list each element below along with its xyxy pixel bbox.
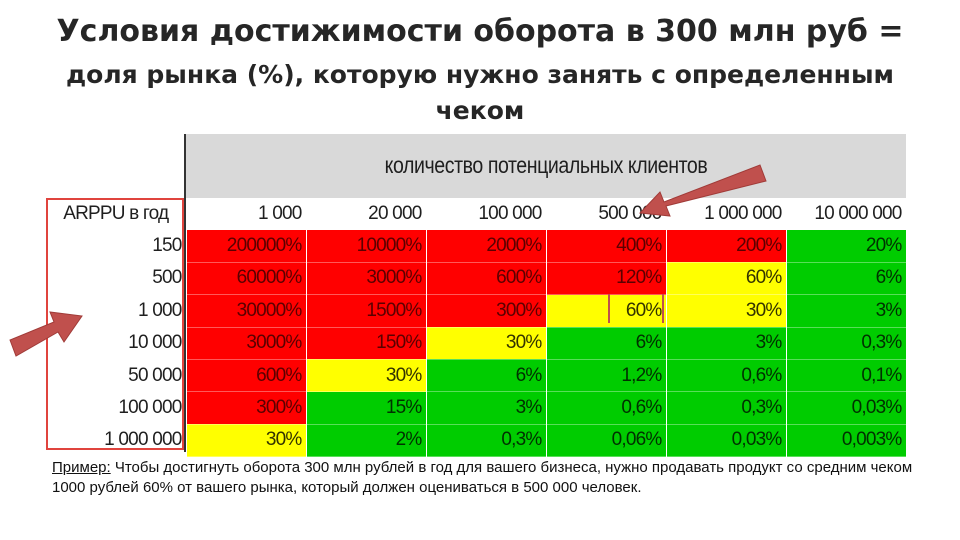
table-row: 50 000 600% 30% 6% 1,2% 0,6% 0,1% (46, 359, 907, 393)
column-header: 1 000 000 (666, 198, 787, 231)
share-cell: 600% (186, 359, 307, 393)
table-group-header: количество потенциальных клиентов (384, 152, 708, 178)
page-title-line3: чеком (435, 96, 525, 125)
share-cell: 0,06% (546, 424, 667, 458)
share-cell: 60000% (186, 262, 307, 296)
page-title-line2: доля рынка (%), которую нужно занять с о… (65, 60, 894, 89)
example-note-text: Чтобы достигнуть оборота 300 млн рублей … (52, 459, 913, 496)
share-cell: 300% (426, 294, 547, 328)
table-divider (184, 134, 186, 452)
share-cell: 0,003% (786, 424, 907, 458)
example-note: Пример: Чтобы достигнуть оборота 300 млн… (52, 458, 932, 498)
share-cell: 0,6% (546, 391, 667, 425)
share-cell: 1,2% (546, 359, 667, 393)
share-cell: 6% (426, 359, 547, 393)
share-cell: 30000% (186, 294, 307, 328)
column-header: 1 000 (186, 198, 307, 231)
share-cell: 200% (666, 229, 787, 263)
share-cell: 2% (306, 424, 427, 458)
table-row: 1 000 000 30% 2% 0,3% 0,06% 0,03% 0,003% (46, 424, 907, 458)
table-group-header-band (186, 134, 906, 198)
row-label: 1 000 000 (46, 424, 187, 458)
example-note-lead: Пример: (52, 459, 111, 476)
table-row: 10 000 3000% 150% 30% 6% 3% 0,3% (46, 327, 907, 360)
share-cell: 0,3% (786, 327, 907, 360)
table-row: 100 000 300% 15% 3% 0,6% 0,3% 0,03% (46, 391, 907, 425)
share-cell: 300% (186, 391, 307, 425)
share-cell: 1500% (306, 294, 427, 328)
row-label: 100 000 (46, 391, 187, 425)
share-cell: 3% (786, 294, 907, 328)
row-label: 500 (46, 262, 187, 296)
table-row: 500 60000% 3000% 600% 120% 60% 6% (46, 262, 907, 296)
market-share-table: ARPPU в год 1 000 20 000 100 000 500 000 1 00… (46, 198, 907, 458)
column-header: 100 000 (426, 198, 547, 231)
share-cell: 30% (426, 327, 547, 360)
page-title-line1: Условия достижимости оборота в 300 млн р… (56, 14, 904, 49)
share-cell: 0,03% (666, 424, 787, 458)
highlighted-cell-bracket (608, 294, 664, 323)
row-label: 1 000 (46, 294, 187, 328)
share-cell: 200000% (186, 229, 307, 263)
share-cell: 0,03% (786, 391, 907, 425)
share-cell: 3000% (186, 327, 307, 360)
column-header: 10 000 000 (786, 198, 907, 231)
table-header-row: ARPPU в год 1 000 20 000 100 000 500 000 1 00… (46, 198, 907, 231)
share-cell: 0,1% (786, 359, 907, 393)
share-cell: 6% (546, 327, 667, 360)
share-cell: 10000% (306, 229, 427, 263)
share-cell: 15% (306, 391, 427, 425)
column-header: 500 000 (546, 198, 667, 231)
table-row: 150 200000% 10000% 2000% 400% 200% 20% (46, 229, 907, 263)
share-cell: 400% (546, 229, 667, 263)
corner-label: ARPPU в год (46, 198, 187, 231)
row-label: 150 (46, 229, 187, 263)
share-cell: 30% (666, 294, 787, 328)
share-cell: 3% (666, 327, 787, 360)
share-cell: 2000% (426, 229, 547, 263)
share-cell: 60% (546, 294, 667, 328)
share-cell: 20% (786, 229, 907, 263)
share-cell: 3000% (306, 262, 427, 296)
share-cell: 3% (426, 391, 547, 425)
share-cell: 0,3% (426, 424, 547, 458)
table-row: 1 000 30000% 1500% 300% 60% 30% 3% (46, 294, 907, 328)
share-cell: 6% (786, 262, 907, 296)
share-cell: 30% (306, 359, 427, 393)
row-label: 50 000 (46, 359, 187, 393)
share-cell: 120% (546, 262, 667, 296)
share-cell: 0,3% (666, 391, 787, 425)
share-cell: 150% (306, 327, 427, 360)
share-cell: 600% (426, 262, 547, 296)
share-cell: 60% (666, 262, 787, 296)
row-label: 10 000 (46, 327, 187, 360)
column-header: 20 000 (306, 198, 427, 231)
share-cell: 0,6% (666, 359, 787, 393)
share-cell: 30% (186, 424, 307, 458)
